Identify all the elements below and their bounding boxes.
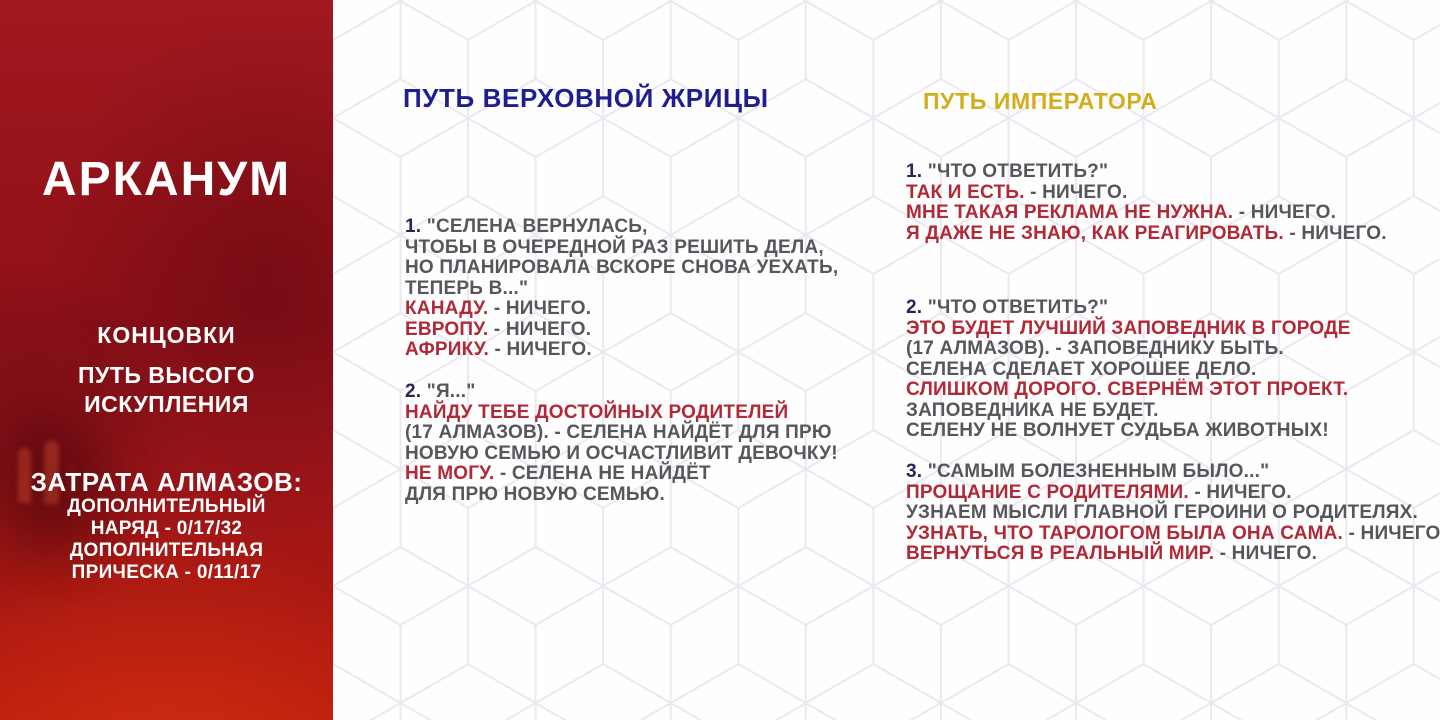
segment-result: - НИЧЕГО. xyxy=(489,339,592,360)
segment-choice: ТАК И ЕСТЬ. xyxy=(906,181,1025,203)
candle-silhouette xyxy=(18,448,31,503)
text-line: ЗАПОВЕДНИКА НЕ БУДЕТ. xyxy=(906,399,1351,422)
segment-result: - НИЧЕГО. xyxy=(1188,481,1292,503)
segment-result: - НИЧЕГО. xyxy=(1343,522,1440,544)
text-line: СЕЛЕНА СДЕЛАЕТ ХОРОШЕЕ ДЕЛО. xyxy=(906,358,1351,381)
segment-choice: НАЙДУ ТЕБЕ ДОСТОЙНЫХ РОДИТЕЛЕЙ xyxy=(405,401,789,423)
segment-num: 1. xyxy=(906,161,928,182)
segment-num: 2. xyxy=(405,381,427,402)
dialog-block-high-priestess-1: 1. "СЕЛЕНА ВЕРНУЛАСЬ, ЧТОБЫ В ОЧЕРЕДНОЙ Р… xyxy=(405,216,839,361)
text-line: ТЕПЕРЬ В..." xyxy=(405,277,838,300)
segment-num: 2. xyxy=(906,297,928,318)
segment-choice: СЛИШКОМ ДОРОГО. СВЕРНЁМ ЭТОТ ПРОЕКТ. xyxy=(906,379,1349,400)
text-line: НЕ МОГУ. - СЕЛЕНА НЕ НАЙДЁТ xyxy=(405,463,838,485)
text-line: 1. "ЧТО ОТВЕТИТЬ?" xyxy=(906,161,1387,183)
segment-result: (17 АЛМАЗОВ). - СЕЛЕНА НАЙДЁТ ДЛЯ ПРЮ xyxy=(405,422,832,443)
text-line: (17 АЛМАЗОВ). - ЗАПОВЕДНИКУ БЫТЬ. xyxy=(906,338,1351,360)
segment-quote: "ЧТО ОТВЕТИТЬ?" xyxy=(927,297,1109,318)
text-line: ЭТО БУДЕТ ЛУЧШИЙ ЗАПОВЕДНИК В ГОРОДЕ xyxy=(906,317,1351,340)
text-line: УЗНАТЬ, ЧТО ТАРОЛОГОМ БЫЛА ОНА САМА. - Н… xyxy=(906,522,1440,545)
endings-label: КОНЦОВКИ xyxy=(97,322,236,348)
text-line: СЕЛЕНУ НЕ ВОЛНУЕТ СУДЬБА ЖИВОТНЫХ! xyxy=(906,420,1351,442)
segment-choice: Я ДАЖЕ НЕ ЗНАЮ, КАК РЕАГИРОВАТЬ. xyxy=(906,222,1284,244)
segment-result: ДЛЯ ПРЮ НОВУЮ СЕМЬЮ. xyxy=(405,483,665,505)
dialog-block-emperor-3: 3. "САМЫМ БОЛЕЗНЕННЫМ БЫЛО..." ПРОЩАНИЕ С… xyxy=(906,461,1440,565)
segment-result: УЗНАЕМ МЫСЛИ ГЛАВНОЙ ГЕРОИНИ О РОДИТЕЛЯХ… xyxy=(906,502,1418,523)
segment-quote: ТЕПЕРЬ В..." xyxy=(405,277,529,299)
dialog-block-high-priestess-2: 2. "Я..." НАЙДУ ТЕБЕ ДОСТОЙНЫХ РОДИТЕЛЕЙ(… xyxy=(405,381,838,506)
text-line: (17 АЛМАЗОВ). - СЕЛЕНА НАЙДЁТ ДЛЯ ПРЮ xyxy=(405,422,838,444)
dialog-block-emperor-1: 1. "ЧТО ОТВЕТИТЬ?" ТАК И ЕСТЬ. - НИЧЕГО. М… xyxy=(906,161,1387,245)
segment-result: - НИЧЕГО. xyxy=(488,298,592,319)
segment-result: ЗАПОВЕДНИКА НЕ БУДЕТ. xyxy=(906,399,1159,421)
text-line: ЧТОБЫ В ОЧЕРЕДНОЙ РАЗ РЕШИТЬ ДЕЛА, xyxy=(405,236,838,259)
text-line: УЗНАЕМ МЫСЛИ ГЛАВНОЙ ГЕРОИНИ О РОДИТЕЛЯХ… xyxy=(906,502,1440,524)
segment-choice: КАНАДУ. xyxy=(405,298,489,319)
segment-result: - НИЧЕГО. xyxy=(1024,181,1128,203)
text-line: 2. "ЧТО ОТВЕТИТЬ?" xyxy=(906,297,1351,319)
text-line: НО ПЛАНИРОВАЛА ВСКОРЕ СНОВА УЕХАТЬ, xyxy=(405,257,839,279)
column-heading-emperor: ПУТЬ ИМПЕРАТОРА xyxy=(923,88,1158,114)
text-line: МНЕ ТАКАЯ РЕКЛАМА НЕ НУЖНА. - НИЧЕГО. xyxy=(906,202,1387,224)
game-title: АРКАНУМ xyxy=(41,153,292,206)
segment-choice: ЕВРОПУ. xyxy=(405,318,489,340)
sidebar: АРКАНУМ КОНЦОВКИ ПУТЬ ВЫСОГО ИСКУПЛЕНИЯ … xyxy=(0,0,333,720)
text-line: АФРИКУ. - НИЧЕГО. xyxy=(405,339,838,361)
text-line: ДЛЯ ПРЮ НОВУЮ СЕМЬЮ. xyxy=(405,483,838,506)
segment-result: НОВУЮ СЕМЬЮ И ОСЧАСТЛИВИТ ДЕВОЧКУ! xyxy=(405,442,838,464)
candle-silhouette xyxy=(66,462,76,502)
text-line: НОВУЮ СЕМЬЮ И ОСЧАСТЛИВИТ ДЕВОЧКУ! xyxy=(405,442,838,465)
segment-num: 1. xyxy=(405,216,427,237)
segment-choice: МНЕ ТАКАЯ РЕКЛАМА НЕ НУЖНА. xyxy=(906,202,1234,223)
sidebar-texture xyxy=(0,0,333,720)
segment-quote: "Я..." xyxy=(426,381,476,402)
segment-result: - СЕЛЕНА НЕ НАЙДЁТ xyxy=(494,463,711,484)
candle-silhouette xyxy=(44,441,59,504)
segment-choice: ПРОЩАНИЕ С РОДИТЕЛЯМИ. xyxy=(906,481,1189,503)
segment-quote: НО ПЛАНИРОВАЛА ВСКОРЕ СНОВА УЕХАТЬ, xyxy=(405,257,839,278)
text-line: Я ДАЖЕ НЕ ЗНАЮ, КАК РЕАГИРОВАТЬ. - НИЧЕГ… xyxy=(906,222,1387,245)
text-line: ВЕРНУТЬСЯ В РЕАЛЬНЫЙ МИР. - НИЧЕГО. xyxy=(906,543,1440,565)
segment-choice: НЕ МОГУ. xyxy=(405,463,495,484)
dialog-block-emperor-2: 2. "ЧТО ОТВЕТИТЬ?" ЭТО БУДЕТ ЛУЧШИЙ ЗАПОВ… xyxy=(906,297,1351,442)
text-line: СЛИШКОМ ДОРОГО. СВЕРНЁМ ЭТОТ ПРОЕКТ. xyxy=(906,379,1351,401)
segment-result: СЕЛЕНУ НЕ ВОЛНУЕТ СУДЬБА ЖИВОТНЫХ! xyxy=(906,420,1329,441)
text-line: НАЙДУ ТЕБЕ ДОСТОЙНЫХ РОДИТЕЛЕЙ xyxy=(405,401,838,424)
segment-quote: "СЕЛЕНА ВЕРНУЛАСЬ, xyxy=(426,216,648,237)
segment-result: - НИЧЕГО. xyxy=(1214,543,1318,564)
segment-choice: УЗНАТЬ, ЧТО ТАРОЛОГОМ БЫЛА ОНА САМА. xyxy=(906,522,1344,544)
path-name: ПУТЬ ВЫСОГО ИСКУПЛЕНИЯ xyxy=(78,362,255,417)
text-line: ЕВРОПУ. - НИЧЕГО. xyxy=(405,318,838,341)
diamond-cost-details: ДОПОЛНИТЕЛЬНЫЙ НАРЯД - 0/17/32 ДОПОЛНИТЕ… xyxy=(67,496,266,583)
segment-choice: ЭТО БУДЕТ ЛУЧШИЙ ЗАПОВЕДНИК В ГОРОДЕ xyxy=(906,317,1351,339)
diamond-cost-title: ЗАТРАТА АЛМАЗОВ: xyxy=(30,467,303,497)
segment-quote: "ЧТО ОТВЕТИТЬ?" xyxy=(927,161,1109,182)
text-line: 2. "Я..." xyxy=(405,381,838,403)
segment-result: (17 АЛМАЗОВ). - ЗАПОВЕДНИКУ БЫТЬ. xyxy=(906,338,1284,359)
segment-quote: "САМЫМ БОЛЕЗНЕННЫМ БЫЛО..." xyxy=(927,461,1270,482)
segment-choice: ВЕРНУТЬСЯ В РЕАЛЬНЫЙ МИР. xyxy=(906,543,1215,564)
text-line: КАНАДУ. - НИЧЕГО. xyxy=(405,298,838,320)
segment-result: - НИЧЕГО. xyxy=(1233,202,1337,223)
segment-choice: АФРИКУ. xyxy=(405,339,489,360)
segment-quote: ЧТОБЫ В ОЧЕРЕДНОЙ РАЗ РЕШИТЬ ДЕЛА, xyxy=(405,236,824,258)
segment-result: СЕЛЕНА СДЕЛАЕТ ХОРОШЕЕ ДЕЛО. xyxy=(906,358,1257,380)
segment-result: - НИЧЕГО. xyxy=(488,318,592,340)
column-heading-high-priestess: ПУТЬ ВЕРХОВНОЙ ЖРИЦЫ xyxy=(403,83,769,113)
segment-result: - НИЧЕГО. xyxy=(1283,222,1387,244)
text-line: ПРОЩАНИЕ С РОДИТЕЛЯМИ. - НИЧЕГО. xyxy=(906,481,1440,504)
text-line: 1. "СЕЛЕНА ВЕРНУЛАСЬ, xyxy=(405,216,838,238)
text-line: 3. "САМЫМ БОЛЕЗНЕННЫМ БЫЛО..." xyxy=(906,461,1440,483)
guide-content: ПУТЬ ВЕРХОВНОЙ ЖРИЦЫ 1. "СЕЛЕНА ВЕРНУЛАСЬ… xyxy=(333,0,1440,720)
text-line: ТАК И ЕСТЬ. - НИЧЕГО. xyxy=(906,181,1387,204)
segment-num: 3. xyxy=(906,461,928,482)
